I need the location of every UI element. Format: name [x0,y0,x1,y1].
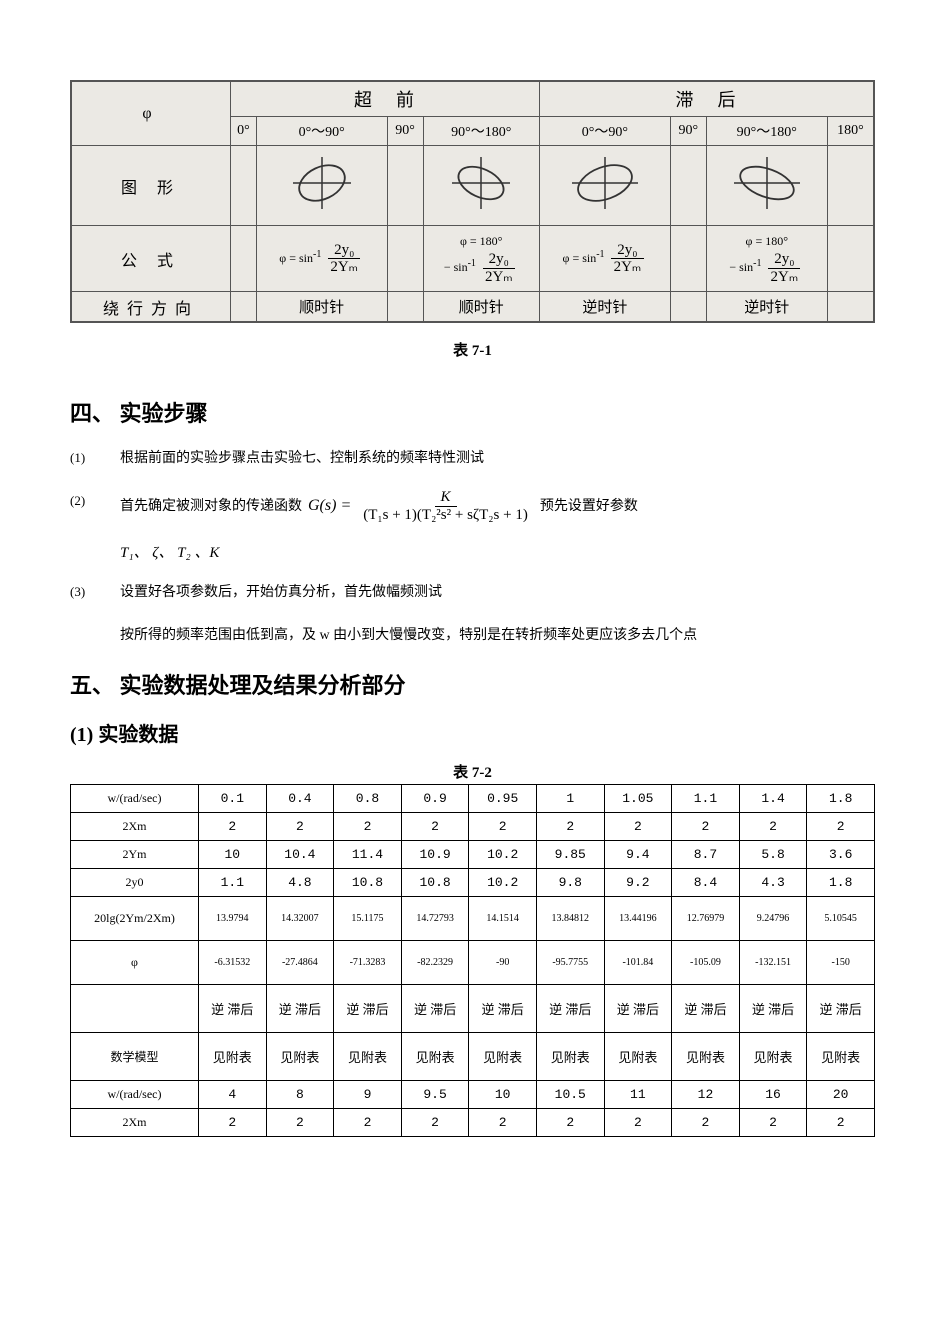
label-w: w/(rad/sec) [71,784,199,812]
label-20lg: 20lg(2Ym/2Xm) [71,896,199,940]
param-list: T₁、 ζ、 T₂ 、K [120,541,875,562]
step-2-post: 预先设置好参数 [540,494,638,519]
label-model: 数学模型 [71,1032,199,1080]
section-5-title: 五、 实验数据处理及结果分析部分 [70,668,875,700]
shape-7 [827,146,873,226]
shape-4 [539,146,670,226]
shape-1 [256,146,387,226]
shape-2 [387,146,423,226]
row-2y0: 2y0 1.1 4.8 10.8 10.8 10.2 9.8 9.2 8.4 4… [71,868,875,896]
transfer-function-fraction: K (T₁s + 1)(T₂²s² + sζT₂s + 1) [357,489,534,523]
dir-lag-2: 逆时针 [706,292,827,322]
table-7-1-caption: 表 7-1 [70,339,875,360]
step-1-num: (1) [70,446,104,471]
row-w-1: w/(rad/sec) 0.1 0.4 0.8 0.9 0.95 1 1.05 … [71,784,875,812]
col-4: 0°～90° [539,117,670,146]
row-dir-label: 绕行方向 [72,292,231,322]
row-shape-label: 图 形 [72,146,231,226]
step-3-note: 按所得的频率范围由低到高，及 w 由小到大慢慢改变，特别是在转折频率处更应该多去… [120,624,875,644]
col-5: 90° [670,117,706,146]
dir-lead-2: 顺时针 [423,292,539,322]
table-7-2-caption: 表 7-2 [70,761,875,782]
shape-5 [670,146,706,226]
row-phi: φ -6.31532 -27.4864 -71.3283 -82.2329 -9… [71,940,875,984]
lag-header: 滞后 [539,82,873,117]
dir-lag-1: 逆时针 [539,292,670,322]
col-0: 0° [231,117,257,146]
step-3-num: (3) [70,580,104,605]
lead-header: 超前 [231,82,540,117]
row-2xm-2: 2Xm 2 2 2 2 2 2 2 2 2 2 [71,1108,875,1136]
table-7-1: φ 超前 滞后 0° 0°～90° 90° 90°～180° 0°～90° 90… [70,80,875,323]
step-1-text: 根据前面的实验步骤点击实验七、控制系统的频率特性测试 [120,446,875,471]
formula-lead-2: φ = 180° − sin-1 2y₀2Yₘ [423,226,539,292]
table-7-2: w/(rad/sec) 0.1 0.4 0.8 0.9 0.95 1 1.05 … [70,784,875,1137]
step-2: (2) 首先确定被测对象的传递函数 G(s) = K (T₁s + 1)(T₂²… [70,489,875,523]
section-5-sub1: (1) 实验数据 [70,718,875,747]
step-2-pre: 首先确定被测对象的传递函数 [120,494,302,519]
label-2y0: 2y0 [71,868,199,896]
formula-lag-1: φ = sin-1 2y₀2Yₘ [539,226,670,292]
gs-label: G(s) = [308,492,351,521]
row-2xm-1: 2Xm 2 2 2 2 2 2 2 2 2 2 [71,812,875,840]
label-blank [71,984,199,1032]
row-w-2: w/(rad/sec) 4 8 9 9.5 10 10.5 11 12 16 2… [71,1080,875,1108]
formula-lead-1: φ = sin-1 2y₀2Yₘ [256,226,387,292]
label-2xm: 2Xm [71,812,199,840]
label-phi: φ [71,940,199,984]
col-1: 0°～90° [256,117,387,146]
ellipse-icon [728,153,806,213]
step-1: (1) 根据前面的实验步骤点击实验七、控制系统的频率特性测试 [70,446,875,471]
row-20lg: 20lg(2Ym/2Xm) 13.9794 14.32007 15.1175 1… [71,896,875,940]
label-2xm-2: 2Xm [71,1108,199,1136]
row-2ym: 2Ym 10 10.4 11.4 10.9 10.2 9.85 9.4 8.7 … [71,840,875,868]
shape-6 [706,146,827,226]
section-4-title: 四、 实验步骤 [70,396,875,428]
col-6: 90°～180° [706,117,827,146]
col-3: 90°～180° [423,117,539,146]
step-3: (3) 设置好各项参数后，开始仿真分析，首先做幅频测试 [70,580,875,605]
label-w-2: w/(rad/sec) [71,1080,199,1108]
row-formula-label: 公 式 [72,226,231,292]
shape-3 [423,146,539,226]
ellipse-icon [566,153,644,213]
step-2-num: (2) [70,489,104,523]
col-7: 180° [827,117,873,146]
row-model: 数学模型 见附表 见附表 见附表 见附表 见附表 见附表 见附表 见附表 见附表… [71,1032,875,1080]
phi-header: φ [72,82,231,146]
col-2: 90° [387,117,423,146]
formula-lag-2: φ = 180° − sin-1 2y₀2Yₘ [706,226,827,292]
ellipse-icon [446,153,516,213]
label-2ym: 2Ym [71,840,199,868]
row-direction: 逆 滞后 逆 滞后 逆 滞后 逆 滞后 逆 滞后 逆 滞后 逆 滞后 逆 滞后 … [71,984,875,1032]
step-3-text: 设置好各项参数后，开始仿真分析，首先做幅频测试 [120,580,875,605]
ellipse-icon [287,153,357,213]
shape-0 [231,146,257,226]
dir-lead-1: 顺时针 [256,292,387,322]
